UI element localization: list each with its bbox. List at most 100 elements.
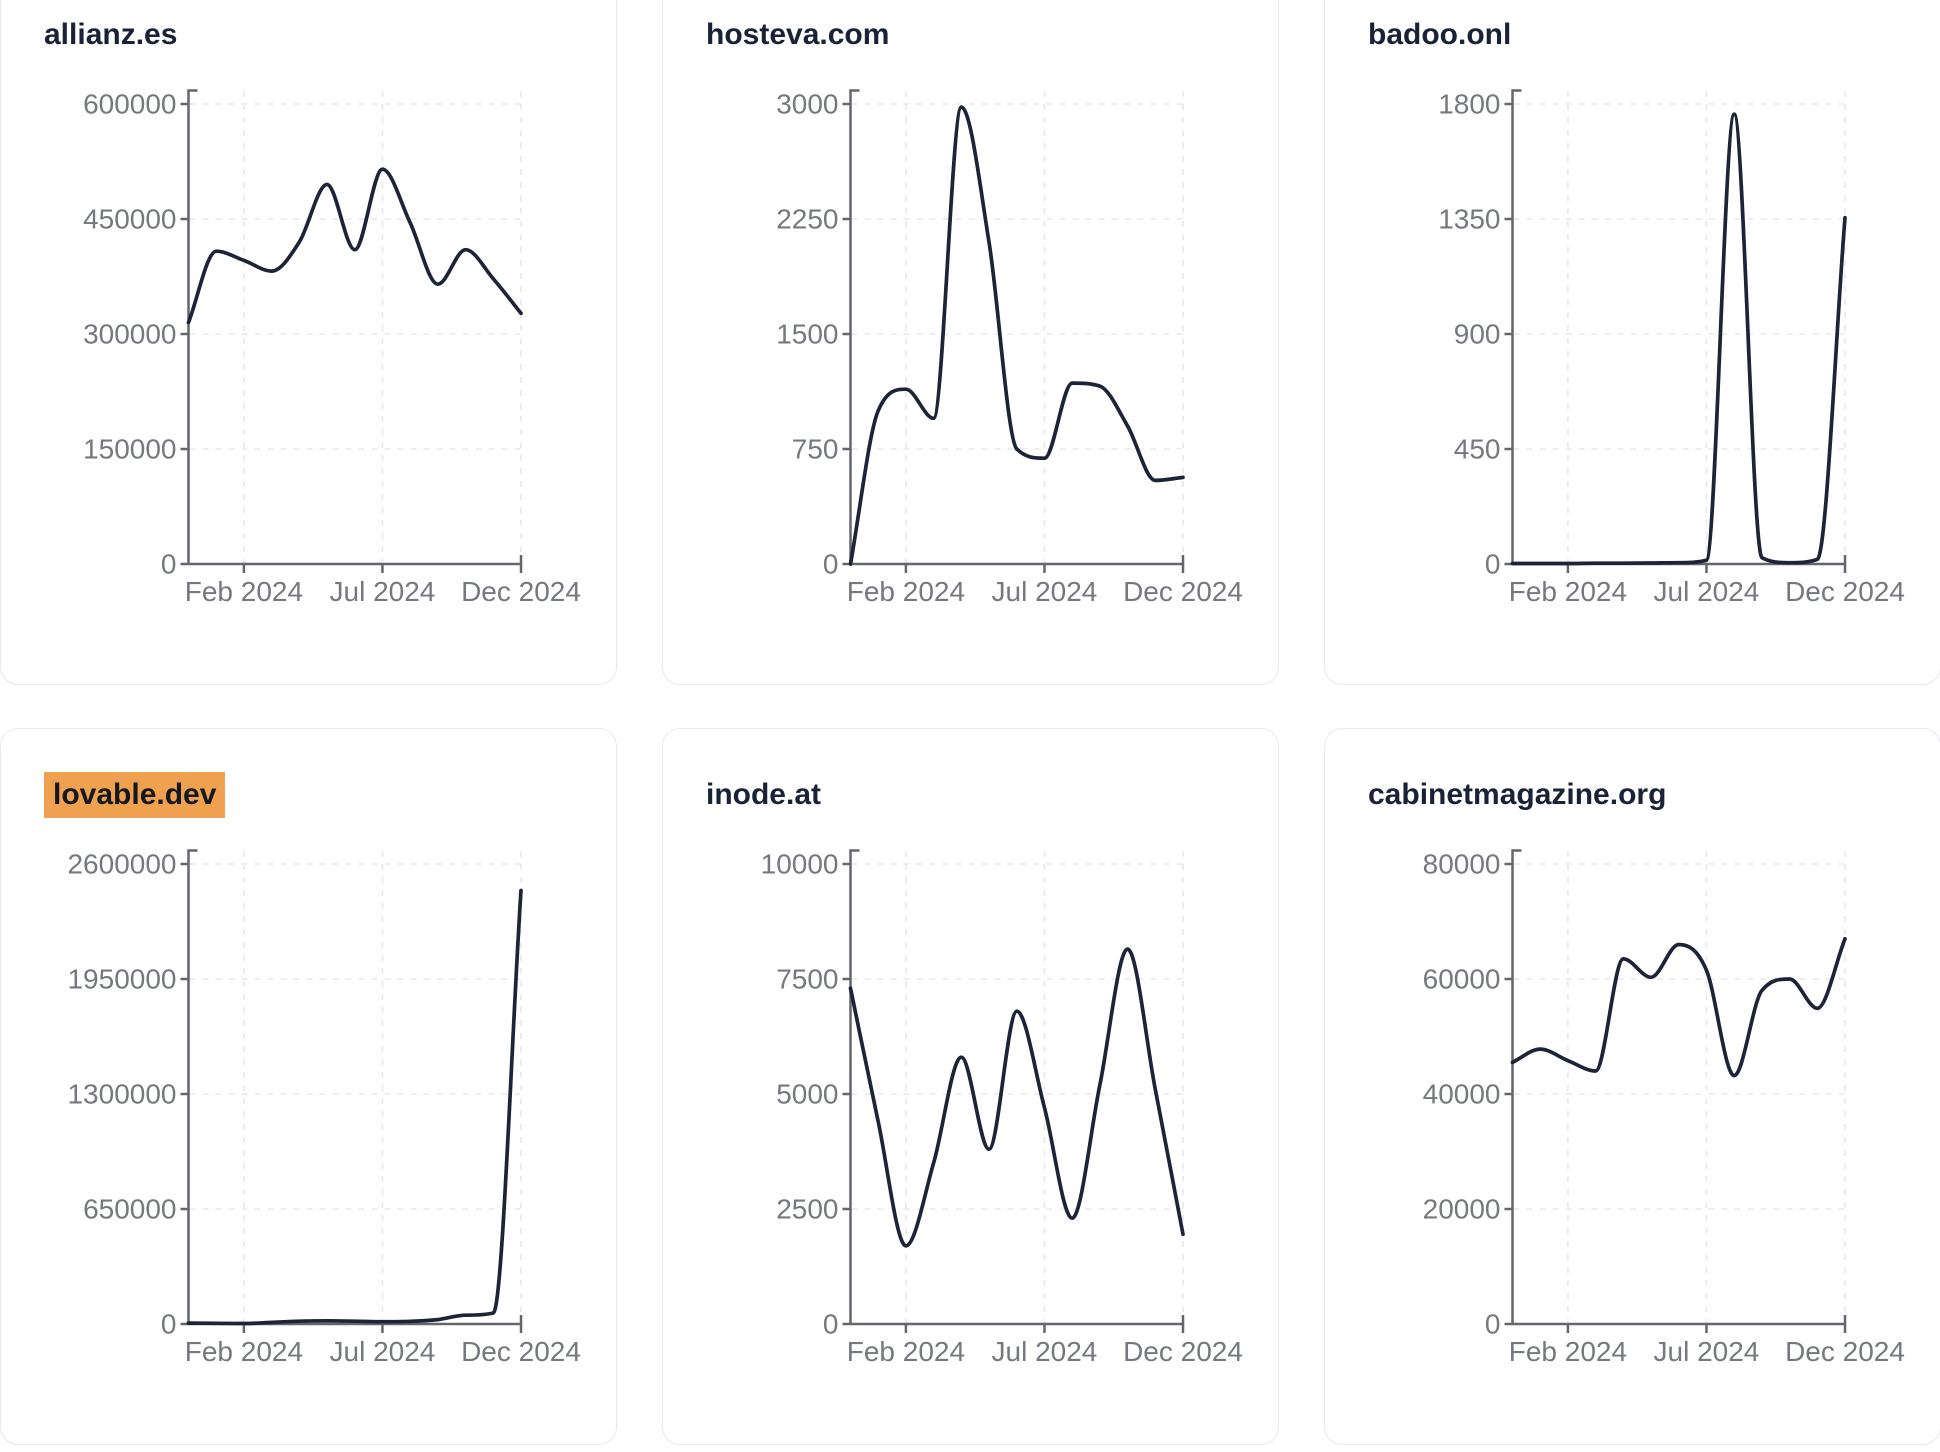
- x-tick-labels: Feb 2024 Jul 2024 Dec 2024: [1509, 576, 1905, 607]
- series-line: [186, 888, 523, 1326]
- chart-title-highlighted: lovable.dev: [44, 772, 616, 818]
- series-line: [1510, 112, 1847, 566]
- x-tick-label: Feb 2024: [1509, 576, 1627, 607]
- y-tick-label: 1950000: [67, 964, 176, 995]
- y-tick-label: 5000: [776, 1079, 838, 1110]
- chart-title-text: allianz.es: [44, 18, 178, 51]
- x-tick-labels: Feb 2024 Jul 2024 Dec 2024: [185, 576, 581, 607]
- series-line: [1510, 936, 1847, 1078]
- axes: [1504, 89, 1847, 573]
- gridlines: [851, 91, 1184, 563]
- chart-title: badoo.onl: [1368, 15, 1940, 55]
- y-tick-label: 2500: [776, 1194, 838, 1225]
- y-tick-label: 0: [161, 549, 177, 580]
- y-tick-label: 1300000: [67, 1079, 176, 1110]
- y-tick-label: 300000: [83, 319, 176, 350]
- series-line: [848, 947, 1185, 1248]
- y-tick-label: 1500: [776, 319, 838, 350]
- x-tick-label: Dec 2024: [461, 576, 581, 607]
- chart-title-text: hosteva.com: [706, 18, 890, 51]
- x-axis: [850, 555, 1185, 566]
- x-tick-label: Jul 2024: [992, 1336, 1098, 1367]
- y-tick-labels: 0 650000 1300000 1950000 2600000: [67, 849, 176, 1340]
- axes: [1504, 849, 1847, 1333]
- x-tick-label: Dec 2024: [1123, 576, 1243, 607]
- chart-card-cabinetmagazine: cabinetmagazine.org 0 20000 40000 60000 8000…: [1324, 728, 1940, 1445]
- gridlines: [1513, 91, 1846, 563]
- y-tick-label: 20000: [1423, 1194, 1501, 1225]
- x-tick-label: Dec 2024: [1785, 576, 1905, 607]
- chart-title: cabinetmagazine.org: [1368, 775, 1940, 815]
- x-tick-labels: Feb 2024 Jul 2024 Dec 2024: [847, 1336, 1243, 1367]
- chart-title: allianz.es: [44, 15, 616, 55]
- axes: [180, 849, 523, 1333]
- y-tick-label: 7500: [776, 964, 838, 995]
- chart-title-text: cabinetmagazine.org: [1368, 778, 1667, 811]
- y-tick-label: 450: [1454, 434, 1501, 465]
- x-tick-label: Feb 2024: [1509, 1336, 1627, 1367]
- y-tick-label: 650000: [83, 1194, 176, 1225]
- y-tick-label: 80000: [1423, 849, 1501, 880]
- line-chart-canvas: 0 20000 40000 60000 80000 Feb 2024 Jul 2024 Dec…: [1423, 849, 1905, 1367]
- chart-card-allianz: allianz.es 0 150000 300000 450000 600000 Feb …: [0, 0, 617, 685]
- chart-title: hosteva.com: [706, 15, 1278, 55]
- y-tick-label: 750: [792, 434, 839, 465]
- y-axis: [849, 849, 860, 1324]
- x-tick-label: Jul 2024: [330, 1336, 436, 1367]
- x-tick-label: Feb 2024: [847, 1336, 965, 1367]
- y-tick-label: 1800: [1438, 89, 1500, 120]
- chart-title-text: badoo.onl: [1368, 18, 1512, 51]
- axes: [842, 849, 1185, 1333]
- x-axis: [188, 555, 523, 566]
- x-tick-label: Jul 2024: [330, 576, 436, 607]
- chart-title-text: lovable.dev: [44, 772, 226, 818]
- chart-title-text: inode.at: [706, 778, 822, 811]
- line-chart-canvas: 0 650000 1300000 1950000 2600000 Feb 2024 Jul …: [67, 849, 581, 1367]
- gridlines: [189, 91, 522, 563]
- x-tick-label: Jul 2024: [1654, 1336, 1760, 1367]
- x-axis: [1512, 1315, 1847, 1326]
- x-tick-label: Feb 2024: [847, 576, 965, 607]
- y-axis: [187, 89, 198, 564]
- y-tick-label: 40000: [1423, 1079, 1501, 1110]
- y-tick-label: 0: [823, 549, 839, 580]
- y-tick-labels: 0 20000 40000 60000 80000: [1423, 849, 1501, 1340]
- x-tick-label: Dec 2024: [461, 1336, 581, 1367]
- gridlines: [1513, 851, 1846, 1323]
- series-line: [848, 105, 1185, 566]
- y-tick-label: 10000: [761, 849, 839, 880]
- y-tick-label: 150000: [83, 434, 176, 465]
- y-axis: [849, 89, 860, 564]
- y-tick-label: 1350: [1438, 204, 1500, 235]
- axes: [180, 89, 523, 573]
- y-tick-label: 2250: [776, 204, 838, 235]
- x-tick-label: Feb 2024: [185, 1336, 303, 1367]
- y-tick-labels: 0 450 900 1350 1800: [1438, 89, 1500, 580]
- y-tick-labels: 0 2500 5000 7500 10000: [761, 849, 839, 1340]
- y-tick-label: 0: [161, 1309, 177, 1340]
- y-axis: [187, 849, 198, 1324]
- x-axis: [850, 1315, 1185, 1326]
- x-tick-label: Jul 2024: [992, 576, 1098, 607]
- y-tick-label: 0: [1485, 1309, 1501, 1340]
- series-line: [186, 167, 523, 325]
- chart-card-hosteva: hosteva.com 0 750 1500 2250 3000 Feb 2024 Jul …: [662, 0, 1279, 685]
- chart-card-inode: inode.at 0 2500 5000 7500 10000 Feb 2024 Jul 2…: [662, 728, 1279, 1445]
- x-tick-labels: Feb 2024 Jul 2024 Dec 2024: [847, 576, 1243, 607]
- chart-card-badoo: badoo.onl 0 450 900 1350 1800 Feb 2024 Jul 202…: [1324, 0, 1940, 685]
- y-tick-label: 900: [1454, 319, 1501, 350]
- gridlines: [189, 851, 522, 1323]
- x-tick-label: Dec 2024: [1785, 1336, 1905, 1367]
- x-tick-label: Jul 2024: [1654, 576, 1760, 607]
- x-tick-label: Dec 2024: [1123, 1336, 1243, 1367]
- line-chart-canvas: 0 450 900 1350 1800 Feb 2024 Jul 2024 Dec 2024: [1438, 89, 1905, 607]
- y-tick-labels: 0 150000 300000 450000 600000: [83, 89, 176, 580]
- line-chart-canvas: 0 750 1500 2250 3000 Feb 2024 Jul 2024 Dec 2024: [776, 89, 1243, 607]
- x-tick-labels: Feb 2024 Jul 2024 Dec 2024: [185, 1336, 581, 1367]
- chart-title: inode.at: [706, 775, 1278, 815]
- y-tick-label: 2600000: [67, 849, 176, 880]
- y-axis: [1511, 89, 1522, 564]
- y-tick-label: 450000: [83, 204, 176, 235]
